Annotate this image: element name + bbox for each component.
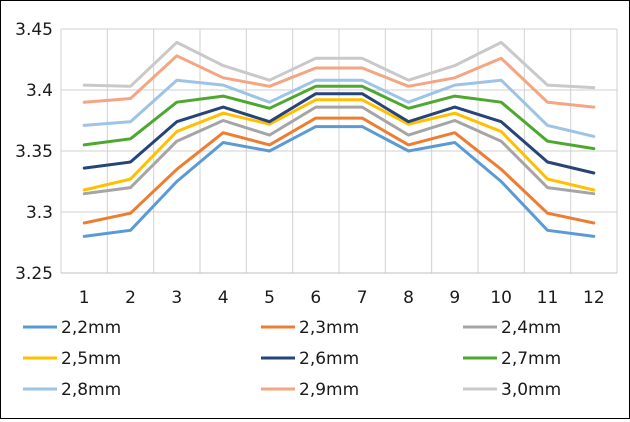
series-line-2-5mm	[82, 98, 596, 192]
x-tick-label: 11	[537, 288, 559, 308]
legend-label: 3,0mm	[501, 380, 561, 400]
x-tick-labels: 1 2 3 4 5 6 7 8 9 10 11 12	[79, 288, 605, 308]
legend-label: 2,9mm	[299, 380, 359, 400]
x-tick-label: 10	[490, 288, 512, 308]
x-tick-label: 7	[357, 288, 368, 308]
series-line-2-7mm	[82, 84, 596, 151]
y-tick-label: 3.25	[15, 264, 53, 284]
x-tick-label: 6	[310, 288, 321, 308]
x-tick-label: 12	[583, 288, 605, 308]
y-tick-label: 3.3	[26, 203, 53, 223]
legend-label: 2,8mm	[61, 380, 121, 400]
legend-label: 2,7mm	[501, 349, 561, 369]
legend-label: 2,6mm	[299, 349, 359, 369]
x-tick-label: 5	[264, 288, 275, 308]
y-tick-label: 3.4	[26, 81, 53, 101]
legend-label: 2,5mm	[61, 349, 121, 369]
x-tick-label: 3	[171, 288, 182, 308]
legend-label: 2,2mm	[61, 318, 121, 338]
series-line-2-4mm	[82, 105, 596, 196]
y-tick-labels: 3.25 3.3 3.35 3.4 3.45	[15, 20, 53, 284]
series-line-3-0mm	[82, 40, 596, 90]
series-line-2-9mm	[82, 54, 596, 109]
series-lines	[82, 40, 596, 238]
series-line-2-8mm	[82, 78, 596, 138]
x-tick-label: 1	[79, 288, 90, 308]
x-tick-label: 8	[403, 288, 414, 308]
x-tick-label: 2	[125, 288, 136, 308]
series-line-2-2mm	[82, 125, 596, 238]
legend-label: 2,3mm	[299, 318, 359, 338]
y-tick-label: 3.45	[15, 20, 53, 40]
x-tick-label: 9	[449, 288, 460, 308]
x-tick-label: 4	[218, 288, 229, 308]
series-line-2-3mm	[82, 116, 596, 225]
legend-label: 2,4mm	[501, 318, 561, 338]
legend: 2,2mm 2,3mm 2,4mm 2,5mm 2,6mm 2,7mm 2,8mm 2,9mm…	[23, 318, 561, 400]
series-line-2-6mm	[82, 92, 596, 175]
y-tick-label: 3.35	[15, 142, 53, 162]
